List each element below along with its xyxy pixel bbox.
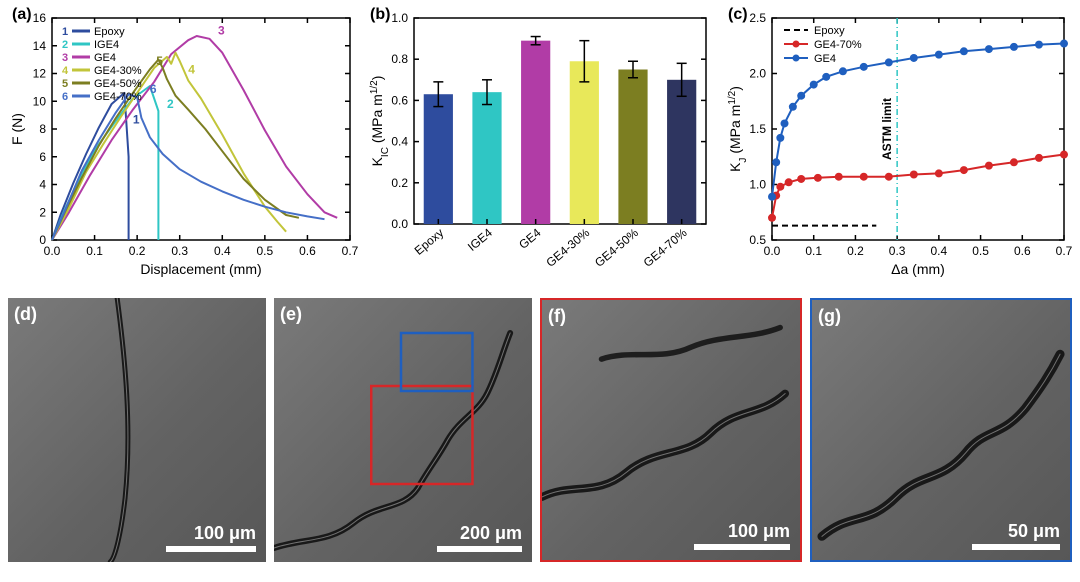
sem-panel-d: (d) 100 μm xyxy=(8,298,266,562)
chart-kic-bar: 0.0 0.2 0.4 0.6 0.8 1.0 KIC (MPa m1/2) Epoxy IGE… xyxy=(366,4,716,290)
svg-text:ASTM limit: ASTM limit xyxy=(880,98,894,160)
svg-text:0.8: 0.8 xyxy=(391,52,408,66)
svg-text:0.0: 0.0 xyxy=(391,217,408,231)
svg-text:0.6: 0.6 xyxy=(1014,244,1031,258)
svg-text:2.5: 2.5 xyxy=(749,11,766,25)
svg-text:2.0: 2.0 xyxy=(749,67,766,81)
svg-text:0.5: 0.5 xyxy=(749,233,766,247)
svg-text:KIC (MPa m1/2): KIC (MPa m1/2) xyxy=(369,76,391,167)
scalebar: 50 μm xyxy=(972,521,1060,550)
svg-text:1.0: 1.0 xyxy=(749,178,766,192)
svg-text:0.0: 0.0 xyxy=(764,244,781,258)
svg-text:GE4-50%: GE4-50% xyxy=(94,78,142,90)
svg-text:6: 6 xyxy=(62,91,68,103)
svg-text:Epoxy: Epoxy xyxy=(94,26,125,38)
svg-text:4: 4 xyxy=(62,65,69,77)
svg-text:5: 5 xyxy=(156,54,163,68)
svg-text:GE4: GE4 xyxy=(814,53,836,65)
svg-text:0.7: 0.7 xyxy=(1056,244,1073,258)
scalebar: 100 μm xyxy=(694,521,790,550)
sem-label: (g) xyxy=(818,306,841,327)
svg-text:GE4-70%: GE4-70% xyxy=(94,91,142,103)
svg-text:0.3: 0.3 xyxy=(889,244,906,258)
svg-text:GE4-70%: GE4-70% xyxy=(814,39,862,51)
svg-text:1: 1 xyxy=(133,112,140,126)
sem-panel-f: (f) 100 μm xyxy=(540,298,802,562)
svg-text:Epoxy: Epoxy xyxy=(814,25,845,37)
svg-text:0.7: 0.7 xyxy=(342,244,358,258)
svg-text:0.2: 0.2 xyxy=(847,244,864,258)
svg-text:5: 5 xyxy=(62,78,68,90)
svg-text:KJ (MPa m1/2): KJ (MPa m1/2) xyxy=(727,86,749,172)
panel-label-c: (c) xyxy=(728,6,748,24)
svg-text:0.6: 0.6 xyxy=(299,244,316,258)
panel-label-a: (a) xyxy=(12,6,32,24)
svg-text:2: 2 xyxy=(167,97,174,111)
svg-text:0.4: 0.4 xyxy=(214,244,231,258)
sem-panel-e: (e) 200 μm xyxy=(274,298,532,562)
svg-text:0.5: 0.5 xyxy=(257,244,274,258)
svg-text:1: 1 xyxy=(62,26,68,38)
svg-text:0: 0 xyxy=(39,233,46,247)
sem-label: (f) xyxy=(548,306,566,327)
svg-text:2: 2 xyxy=(39,205,46,219)
svg-text:GE4-50%: GE4-50% xyxy=(592,225,641,269)
svg-text:3: 3 xyxy=(218,24,225,38)
svg-text:F (N): F (N) xyxy=(9,113,25,145)
svg-text:0.4: 0.4 xyxy=(391,135,408,149)
svg-text:0.2: 0.2 xyxy=(129,244,146,258)
svg-text:0.4: 0.4 xyxy=(931,244,948,258)
svg-text:2: 2 xyxy=(62,39,68,51)
svg-text:4: 4 xyxy=(39,178,46,192)
svg-text:0.0: 0.0 xyxy=(44,244,61,258)
svg-text:GE4: GE4 xyxy=(94,52,116,64)
scalebar: 200 μm xyxy=(437,523,522,552)
chart-force-displacement: 0.00.10.20.30.40.50.60.70246810121416Dis… xyxy=(8,4,358,290)
svg-text:GE4-70%: GE4-70% xyxy=(641,225,690,269)
svg-text:4: 4 xyxy=(188,63,195,77)
svg-text:1.0: 1.0 xyxy=(391,11,408,25)
svg-text:10: 10 xyxy=(33,94,47,108)
svg-text:0.1: 0.1 xyxy=(805,244,822,258)
sem-panel-g: (g) 50 μm xyxy=(810,298,1072,562)
svg-text:GE4: GE4 xyxy=(516,225,544,251)
svg-text:3: 3 xyxy=(62,52,68,64)
svg-text:1.5: 1.5 xyxy=(749,122,766,136)
svg-text:0.3: 0.3 xyxy=(171,244,188,258)
svg-text:Displacement (mm): Displacement (mm) xyxy=(140,261,261,277)
svg-text:GE4-30%: GE4-30% xyxy=(543,225,592,269)
svg-text:GE4-30%: GE4-30% xyxy=(94,65,142,77)
sem-label: (e) xyxy=(280,304,302,325)
scalebar: 100 μm xyxy=(166,523,256,552)
svg-text:6: 6 xyxy=(150,82,157,96)
svg-text:IGE4: IGE4 xyxy=(94,39,119,51)
svg-text:0.5: 0.5 xyxy=(972,244,989,258)
chart-kj-rcurve: 0.0 0.1 0.2 0.3 0.4 0.5 0.6 0.7 0.5 1.0 1.5 2.0 2.5 Δ… xyxy=(724,4,1074,290)
svg-text:8: 8 xyxy=(39,122,46,136)
svg-text:0.1: 0.1 xyxy=(86,244,103,258)
svg-text:Δa (mm): Δa (mm) xyxy=(891,261,945,277)
panel-label-b: (b) xyxy=(370,6,390,24)
svg-text:16: 16 xyxy=(33,11,47,25)
svg-text:Epoxy: Epoxy xyxy=(412,226,447,258)
svg-text:IGE4: IGE4 xyxy=(465,225,495,254)
sem-label: (d) xyxy=(14,304,37,325)
svg-text:6: 6 xyxy=(39,150,46,164)
svg-text:14: 14 xyxy=(33,39,47,53)
svg-text:0.2: 0.2 xyxy=(391,176,408,190)
svg-text:12: 12 xyxy=(33,67,47,81)
svg-text:0.6: 0.6 xyxy=(391,93,408,107)
